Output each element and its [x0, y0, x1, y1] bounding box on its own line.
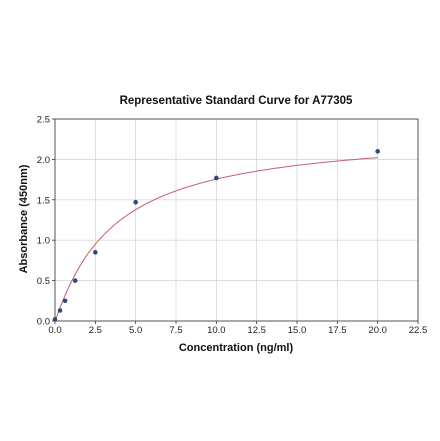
x-axis-ticks: 0.0 2.5 5.0 7.5 10.0 12.5 15.0 17.5 20.0 22.5 [48, 321, 427, 336]
y-tick-label-2: 1.0 [37, 236, 50, 247]
x-tick-label-6: 15.0 [288, 325, 307, 336]
data-points [52, 149, 380, 322]
x-tick-label-5: 12.5 [247, 325, 266, 336]
plot-area-frame [54, 118, 419, 322]
y-tick-label-3: 1.5 [37, 195, 50, 206]
grid-lines [54, 118, 419, 322]
data-point-4 [93, 250, 98, 255]
y-tick-label-1: 0.5 [37, 276, 50, 287]
data-point-7 [375, 149, 380, 154]
data-point-1 [57, 308, 63, 313]
y-tick-label-5: 2.5 [37, 115, 50, 126]
data-point-5 [133, 199, 138, 205]
x-tick-label-7: 17.5 [328, 325, 347, 336]
y-tick-label-4: 2.0 [37, 155, 50, 166]
data-point-2 [62, 298, 68, 304]
x-tick-label-4: 10.0 [207, 325, 226, 336]
x-tick-label-0: 0.0 [48, 325, 61, 336]
y-axis-ticks: 0.0 0.5 1.0 1.5 2.0 2.5 [37, 115, 55, 328]
x-tick-label-2: 5.0 [129, 325, 142, 336]
data-point-6 [214, 175, 219, 181]
x-tick-label-3: 7.5 [169, 325, 182, 336]
x-tick-label-9: 22.5 [409, 325, 428, 336]
y-axis-label: Absorbance (450nm) [18, 164, 30, 273]
data-point-3 [72, 278, 78, 283]
x-tick-label-8: 20.0 [368, 325, 387, 336]
data-point-0 [52, 317, 58, 322]
x-tick-label-1: 2.5 [89, 325, 102, 336]
x-axis-label: Concentration (ng/ml) [179, 342, 294, 354]
y-tick-label-0: 0.0 [37, 317, 50, 328]
chart-title: Representative Standard Curve for A77305 [120, 95, 353, 107]
